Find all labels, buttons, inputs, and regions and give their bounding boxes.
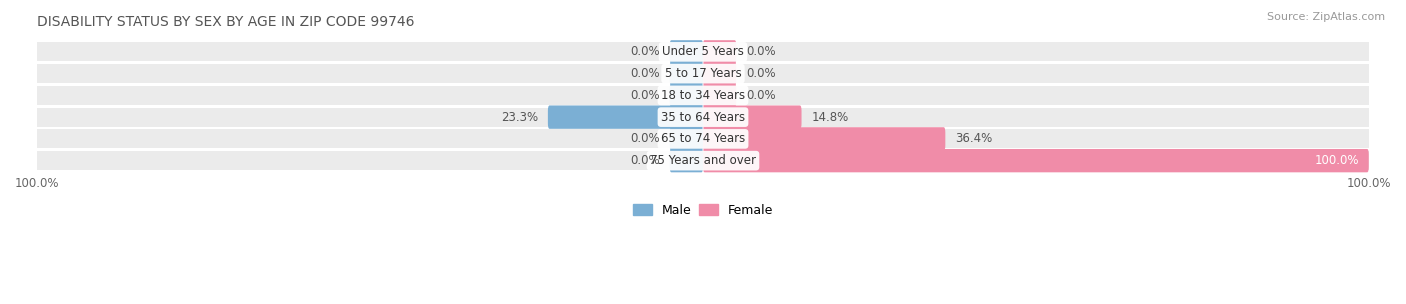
FancyBboxPatch shape [669,149,703,172]
Text: 18 to 34 Years: 18 to 34 Years [661,89,745,102]
Bar [37,64,1369,83]
FancyBboxPatch shape [548,105,703,129]
Legend: Male, Female: Male, Female [628,199,778,222]
Text: DISABILITY STATUS BY SEX BY AGE IN ZIP CODE 99746: DISABILITY STATUS BY SEX BY AGE IN ZIP C… [37,15,415,29]
Text: 0.0%: 0.0% [630,89,659,102]
Text: 65 to 74 Years: 65 to 74 Years [661,132,745,145]
FancyBboxPatch shape [703,127,945,150]
Bar [37,86,1369,105]
Bar [37,129,1369,148]
FancyBboxPatch shape [669,62,703,85]
Text: 0.0%: 0.0% [747,45,776,58]
FancyBboxPatch shape [703,40,737,64]
Text: 35 to 64 Years: 35 to 64 Years [661,111,745,124]
Text: 0.0%: 0.0% [747,89,776,102]
Text: 5 to 17 Years: 5 to 17 Years [665,67,741,80]
Text: 0.0%: 0.0% [630,45,659,58]
FancyBboxPatch shape [669,40,703,64]
Text: 100.0%: 100.0% [1315,154,1358,167]
Text: Source: ZipAtlas.com: Source: ZipAtlas.com [1267,12,1385,22]
Text: 0.0%: 0.0% [630,67,659,80]
Text: 14.8%: 14.8% [811,111,849,124]
Text: 0.0%: 0.0% [630,132,659,145]
Text: 23.3%: 23.3% [501,111,538,124]
Bar [37,108,1369,127]
Text: 0.0%: 0.0% [630,154,659,167]
Bar [37,151,1369,170]
FancyBboxPatch shape [703,62,737,85]
FancyBboxPatch shape [703,149,1369,172]
FancyBboxPatch shape [669,84,703,107]
FancyBboxPatch shape [703,84,737,107]
FancyBboxPatch shape [703,105,801,129]
FancyBboxPatch shape [669,127,703,150]
Bar [37,42,1369,61]
Text: Under 5 Years: Under 5 Years [662,45,744,58]
Text: 0.0%: 0.0% [747,67,776,80]
Text: 75 Years and over: 75 Years and over [650,154,756,167]
Text: 36.4%: 36.4% [955,132,993,145]
